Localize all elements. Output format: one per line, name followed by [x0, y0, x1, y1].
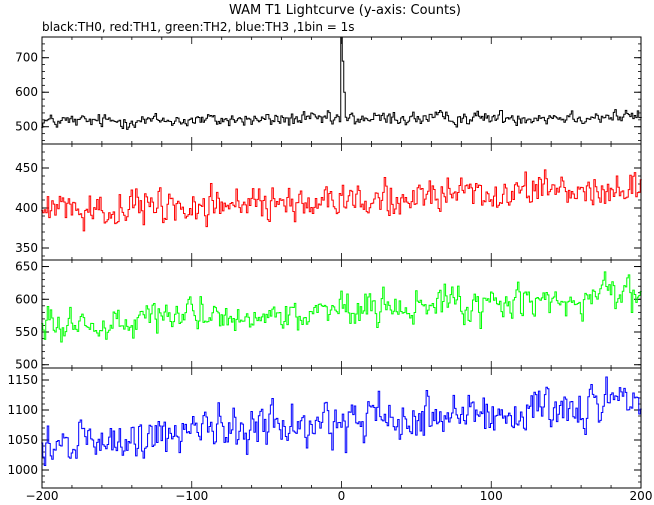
panel-th0: 500 600 700 — [15, 36, 642, 145]
y-tick-label: 600 — [15, 85, 38, 99]
panel-th2: 500 550 600 650 — [15, 259, 642, 372]
x-tick-label: −100 — [175, 489, 208, 503]
y-tick-label: 1150 — [7, 373, 38, 387]
panel-frame — [41, 36, 642, 145]
chart-title: WAM T1 Lightcurve (y-axis: Counts) — [229, 3, 461, 18]
x-tick-label: 100 — [480, 489, 503, 503]
x-axis: −200 −100 0 100 200 — [26, 489, 653, 503]
y-tick-label: 450 — [15, 161, 38, 175]
y-tick-label: 1100 — [7, 403, 38, 417]
panel-frame — [41, 367, 642, 489]
series-th1-line — [41, 169, 642, 232]
y-tick-label: 600 — [15, 292, 38, 306]
panel-frame — [41, 259, 642, 369]
series-th2-line — [41, 271, 642, 343]
y-tick-label: 500 — [15, 358, 38, 372]
panels-layer: 500 600 700 350 400 450 500 550 600 650 1000 1050 11… — [7, 36, 642, 489]
x-tick-label: 0 — [338, 489, 346, 503]
panel-frame — [41, 143, 642, 261]
series-th0-line — [41, 36, 642, 130]
y-tick-label: 1000 — [7, 463, 38, 477]
y-tick-label: 700 — [15, 51, 38, 65]
chart-subtitle: black:TH0, red:TH1, green:TH2, blue:TH3 … — [42, 20, 355, 34]
y-tick-label: 550 — [15, 325, 38, 339]
y-tick-label: 400 — [15, 201, 38, 215]
y-tick-label: 500 — [15, 120, 38, 134]
y-tick-label: 650 — [15, 260, 38, 274]
x-tick-label: −200 — [26, 489, 59, 503]
x-tick-label: 200 — [630, 489, 653, 503]
series-th3-line — [41, 376, 642, 466]
panel-th1: 350 400 450 — [15, 143, 642, 261]
y-tick-label: 350 — [15, 241, 38, 255]
panel-th3: 1000 1050 1100 1150 — [7, 367, 642, 489]
y-tick-label: 1050 — [7, 433, 38, 447]
